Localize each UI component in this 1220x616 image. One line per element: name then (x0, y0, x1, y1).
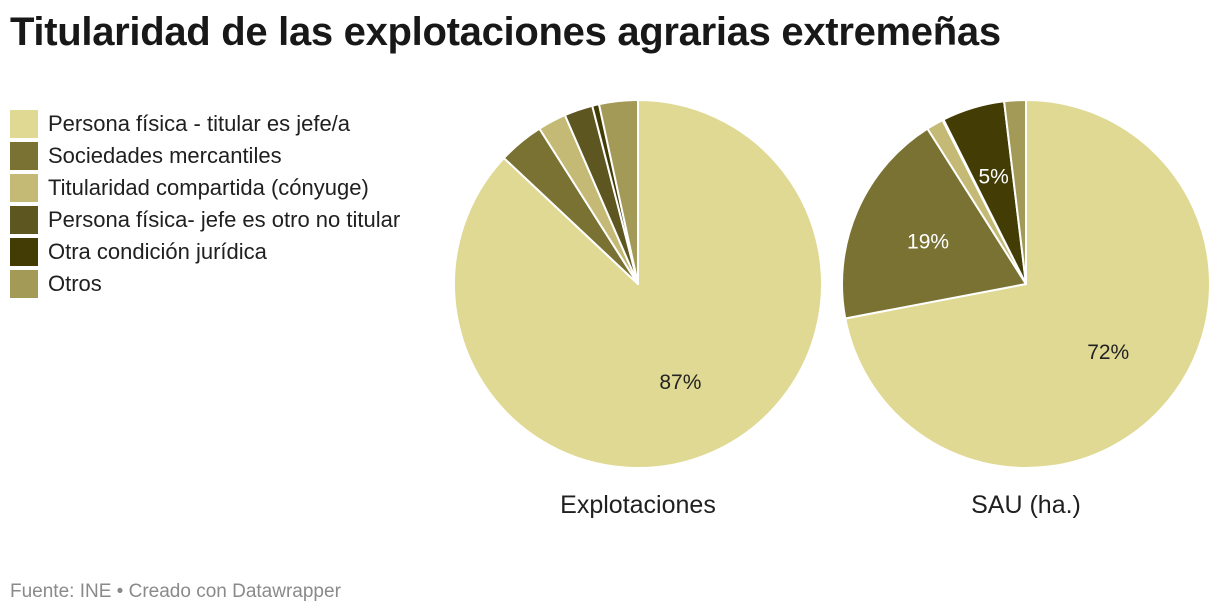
separator: • (111, 581, 129, 602)
legend-label: Sociedades mercantiles (48, 143, 282, 168)
legend-item: Persona física- jefe es otro no titular (10, 204, 400, 236)
legend-swatch (10, 142, 38, 170)
legend-swatch (10, 110, 38, 138)
pie-explotaciones: 87% Explotaciones (453, 99, 823, 519)
legend-swatch (10, 206, 38, 234)
pie-title: Explotaciones (560, 491, 716, 519)
pie-sau: 72% 19% 5% SAU (ha.) (841, 99, 1211, 519)
legend-swatch (10, 174, 38, 202)
legend-item: Persona física - titular es jefe/a (10, 108, 400, 140)
pie-slice (1003, 99, 1027, 285)
legend-label: Titularidad compartida (cónyuge) (48, 175, 369, 200)
slice-label: 5% (978, 166, 1008, 189)
legend-label: Otra condición jurídica (48, 239, 267, 264)
legend-swatch (10, 270, 38, 298)
legend-item: Titularidad compartida (cónyuge) (10, 172, 400, 204)
source-text: Fuente: INE (10, 581, 112, 602)
legend-label: Otros (48, 271, 102, 296)
legend-item: Otra condición jurídica (10, 236, 400, 268)
pie-slice (841, 127, 1027, 320)
pie-title: SAU (ha.) (971, 491, 1081, 519)
legend-item: Otros (10, 268, 400, 300)
pie-charts: 87% Explotaciones 72% 19% 5% SAU (ha.) (453, 99, 1211, 519)
legend: Persona física - titular es jefe/a Socie… (10, 108, 400, 300)
pie-slice (597, 99, 639, 285)
pie-slice (844, 99, 1211, 469)
legend-item: Sociedades mercantiles (10, 140, 400, 172)
slice-label: 19% (907, 231, 949, 254)
legend-label: Persona física- jefe es otro no titular (48, 207, 401, 232)
legend-swatch (10, 238, 38, 266)
credit-text: Creado con Datawrapper (128, 581, 341, 602)
chart-title: Titularidad de las explotaciones agraria… (10, 10, 1001, 54)
slice-label: 72% (1087, 341, 1129, 364)
legend-label: Persona física - titular es jefe/a (48, 111, 351, 136)
footer: Fuente: INE • Creado con Datawrapper (10, 581, 341, 603)
slice-label: 87% (659, 371, 701, 394)
